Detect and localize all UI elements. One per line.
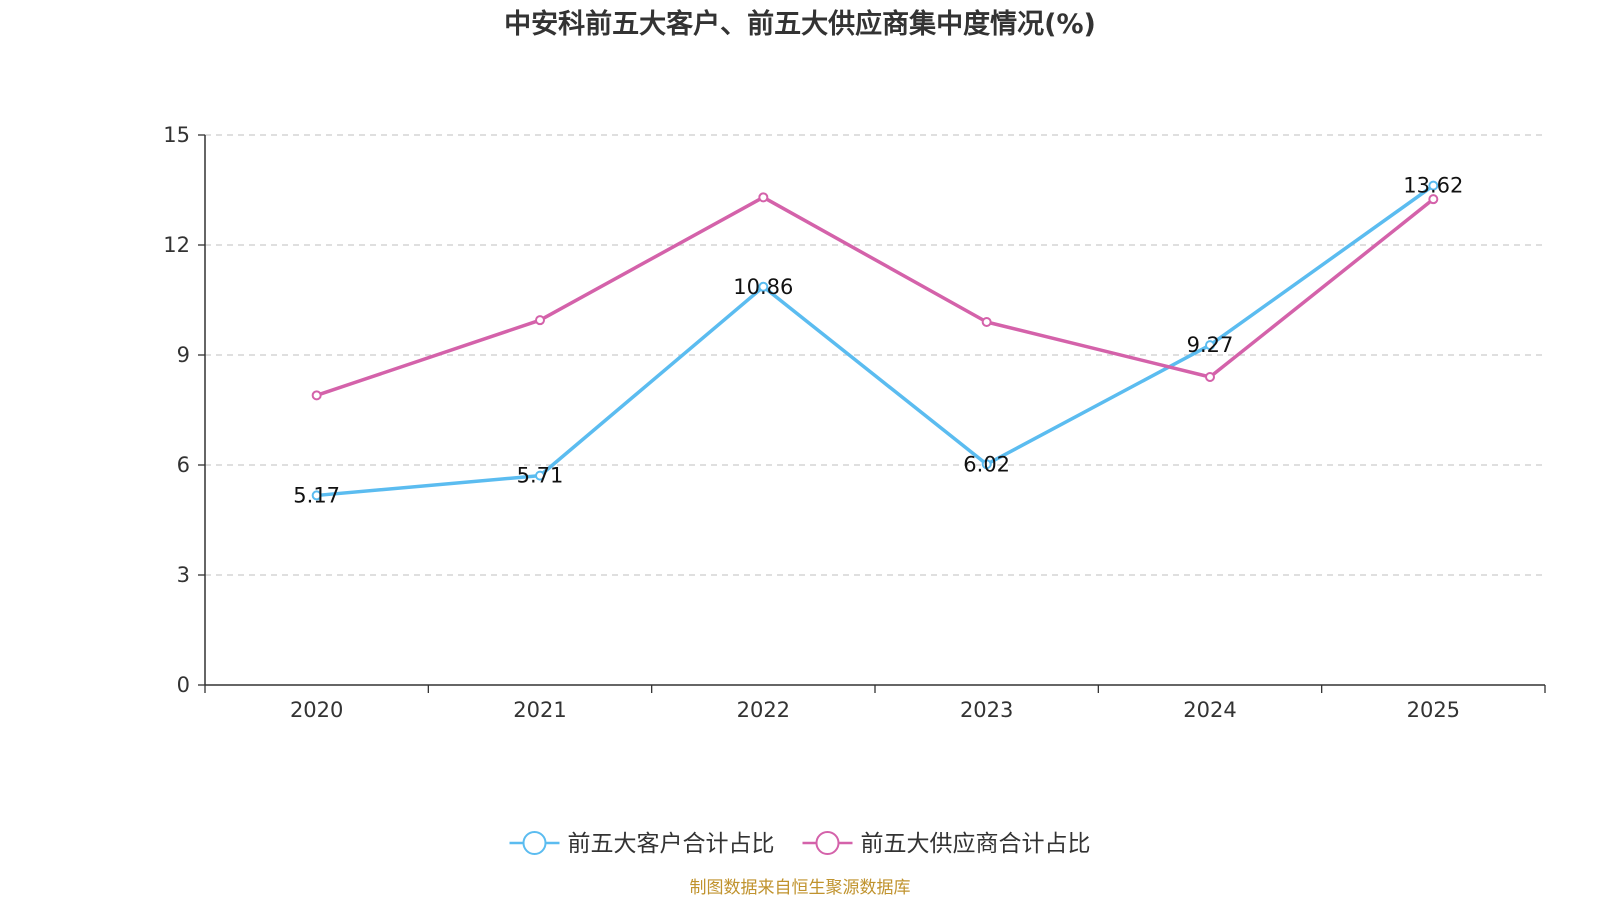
y-tick-label: 0 — [177, 673, 190, 697]
data-point-2 — [1428, 194, 1439, 205]
data-point-2 — [981, 317, 992, 327]
data-labels: 5.17 5.71 10.86 6.02 9.27 13.62 — [293, 174, 1463, 508]
series-line-2 — [316, 195, 1435, 397]
x-tick-label: 2025 — [1407, 698, 1460, 722]
data-label: 6.02 — [963, 452, 1010, 476]
y-tick-label: 3 — [177, 563, 190, 587]
chart-title: 中安科前五大客户、前五大供应商集中度情况(%) — [504, 8, 1096, 40]
y-tick-label: 9 — [177, 343, 190, 367]
data-point-1 — [535, 470, 545, 481]
data-label: 13.62 — [1403, 174, 1463, 198]
legend-item-2[interactable]: 前五大供应商合计占比 — [802, 831, 1091, 857]
y-tick-label: 15 — [163, 123, 190, 147]
data-label: 5.71 — [517, 464, 564, 488]
axes: 0 3 6 9 12 15 2020 2021 2022 2023 2024 2025 — [163, 123, 1546, 722]
legend-item-1[interactable]: 前五大客户合计占比 — [509, 831, 775, 857]
data-point-1 — [311, 490, 322, 501]
legend-label: 前五大客户合计占比 — [568, 831, 775, 857]
source-note: 制图数据来自恒生聚源数据库 — [690, 878, 911, 898]
legend-marker — [815, 831, 840, 855]
data-point-2 — [535, 315, 545, 326]
data-point-2 — [1205, 372, 1215, 382]
legend-label: 前五大供应商合计占比 — [861, 831, 1091, 857]
x-tick-label: 2023 — [960, 698, 1013, 722]
x-tick-label: 2024 — [1183, 698, 1236, 722]
data-label: 10.86 — [733, 275, 793, 299]
data-point-2 — [758, 192, 769, 203]
data-point-1 — [1205, 340, 1215, 351]
data-label: 9.27 — [1187, 333, 1234, 357]
legend-marker — [522, 831, 547, 855]
data-point-1 — [981, 459, 992, 470]
series-line-1 — [316, 184, 1435, 498]
data-point-1 — [1428, 180, 1439, 191]
legend[interactable]: 前五大客户合计占比 前五大供应商合计占比 — [509, 831, 1091, 857]
y-tick-label: 12 — [163, 233, 190, 257]
y-tick-label: 6 — [177, 453, 190, 477]
series-lines — [311, 180, 1439, 501]
x-tick-label: 2021 — [513, 698, 566, 722]
x-tick-label: 2020 — [290, 698, 343, 722]
data-point-1 — [758, 281, 769, 292]
data-label: 5.17 — [293, 483, 340, 507]
grid-lines — [205, 134, 1545, 576]
data-point-2 — [311, 390, 322, 401]
x-tick-label: 2022 — [737, 698, 790, 722]
